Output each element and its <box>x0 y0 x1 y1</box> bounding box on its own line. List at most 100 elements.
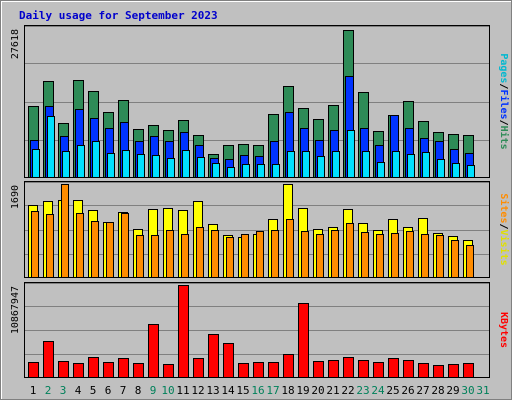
bar-kbytes-day-19 <box>298 303 309 378</box>
bar-kbytes-day-2 <box>43 341 54 378</box>
bar-kbytes-day-29 <box>448 364 459 378</box>
bar-pages-day-2 <box>47 116 55 178</box>
bar-pages-day-27 <box>422 152 430 178</box>
day-label-9: 9 <box>150 384 157 397</box>
bar-pages-day-24 <box>377 162 385 178</box>
bar-kbytes-day-14 <box>223 343 234 378</box>
bar-sites-day-17 <box>271 230 279 278</box>
bar-kbytes-day-1 <box>28 362 39 378</box>
bar-kbytes-day-3 <box>58 361 69 378</box>
bar-sites-day-23 <box>361 232 369 278</box>
bar-kbytes-day-5 <box>88 357 99 378</box>
bar-kbytes-day-17 <box>268 362 279 378</box>
bar-sites-day-26 <box>406 231 414 278</box>
bar-pages-day-21 <box>332 151 340 178</box>
bar-kbytes-day-9 <box>148 324 159 378</box>
day-label-14: 14 <box>221 384 235 397</box>
side-label-visits: Visits <box>498 230 510 266</box>
side-label-slash: / <box>498 223 509 229</box>
bar-sites-day-6 <box>106 222 114 278</box>
day-label-5: 5 <box>90 384 97 397</box>
bar-kbytes-day-13 <box>208 334 219 378</box>
day-label-27: 27 <box>416 384 429 397</box>
bar-sites-day-14 <box>226 237 234 278</box>
bar-kbytes-day-7 <box>118 358 129 378</box>
bar-kbytes-day-11 <box>178 285 189 378</box>
bar-kbytes-day-21 <box>328 360 339 378</box>
bar-sites-day-7 <box>121 213 129 278</box>
bar-kbytes-day-30 <box>463 363 474 378</box>
day-label-18: 18 <box>281 384 294 397</box>
day-label-11: 11 <box>176 384 189 397</box>
day-label-20: 20 <box>311 384 324 397</box>
bar-kbytes-day-27 <box>418 363 429 378</box>
panel-bottom-ymax-label: 10867947 <box>10 286 21 334</box>
bar-kbytes-day-18 <box>283 354 294 378</box>
panel-middle: 1690 Sites/Visits <box>10 181 510 278</box>
bar-pages-day-1 <box>32 149 40 178</box>
bar-sites-day-11 <box>181 234 189 278</box>
bar-sites-day-20 <box>316 234 324 278</box>
day-label-21: 21 <box>326 384 339 397</box>
bar-kbytes-day-22 <box>343 357 354 378</box>
bar-kbytes-day-23 <box>358 360 369 378</box>
bar-pages-day-16 <box>257 164 265 178</box>
bar-sites-day-25 <box>391 233 399 278</box>
side-label-kbytes: KBytes <box>498 312 509 348</box>
day-label-28: 28 <box>431 384 444 397</box>
day-label-8: 8 <box>135 384 142 397</box>
day-label-19: 19 <box>296 384 309 397</box>
bar-pages-day-20 <box>317 156 325 178</box>
bar-sites-day-24 <box>376 234 384 278</box>
day-label-31: 31 <box>476 384 489 397</box>
bar-sites-day-9 <box>151 235 159 278</box>
day-axis: 1 2 3 4 5 6 7 8 9 10 11 12 13 14 15 16 17 18 19 20 21 22 23 24 2… <box>30 384 490 397</box>
bar-pages-day-6 <box>107 153 115 178</box>
day-label-10: 10 <box>161 384 174 397</box>
bar-kbytes-day-6 <box>103 362 114 378</box>
panel-middle-ymax-label: 1690 <box>10 185 21 209</box>
panel-bottom-side-label: KBytes <box>498 312 509 348</box>
bar-pages-day-4 <box>77 145 85 178</box>
panel-top: 27618 Pages/Files/Hits <box>10 25 510 178</box>
bar-sites-day-29 <box>451 240 459 278</box>
bar-kbytes-day-28 <box>433 365 444 378</box>
bar-kbytes-day-26 <box>403 360 414 378</box>
bar-pages-day-23 <box>362 151 370 178</box>
side-label-pages: Pages <box>498 53 509 83</box>
bar-kbytes-day-15 <box>238 363 249 378</box>
day-label-1: 1 <box>30 384 37 397</box>
bar-pages-day-5 <box>92 141 100 178</box>
bar-sites-day-22 <box>346 223 354 278</box>
bar-pages-day-13 <box>212 163 220 178</box>
side-label-sites: Sites <box>498 193 510 223</box>
bar-pages-day-9 <box>152 155 160 178</box>
bar-pages-day-17 <box>272 164 280 178</box>
bar-sites-day-10 <box>166 230 174 278</box>
day-label-29: 29 <box>446 384 459 397</box>
bar-sites-day-13 <box>211 230 219 278</box>
day-label-30: 30 <box>461 384 474 397</box>
bar-pages-day-22 <box>347 130 355 178</box>
side-label-slash: / <box>498 83 509 89</box>
day-label-6: 6 <box>105 384 112 397</box>
panel-bottom: 10867947 KBytes <box>10 282 509 378</box>
bar-pages-day-30 <box>467 165 475 178</box>
panel-top-ymax-label: 27618 <box>10 29 21 59</box>
bar-sites-day-5 <box>91 221 99 278</box>
panel-top-side-label: Pages/Files/Hits <box>498 53 510 149</box>
bar-kbytes-day-10 <box>163 364 174 378</box>
day-label-4: 4 <box>75 384 82 397</box>
day-label-25: 25 <box>386 384 399 397</box>
bar-pages-day-3 <box>62 151 70 178</box>
day-label-16: 16 <box>251 384 264 397</box>
bar-sites-day-21 <box>331 230 339 278</box>
bar-sites-day-15 <box>241 234 249 278</box>
bar-sites-day-19 <box>301 231 309 278</box>
day-label-22: 22 <box>341 384 354 397</box>
side-label-slash: / <box>498 120 509 126</box>
day-label-26: 26 <box>401 384 414 397</box>
day-label-17: 17 <box>266 384 279 397</box>
